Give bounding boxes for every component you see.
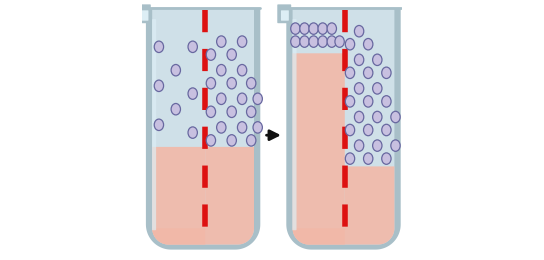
- Ellipse shape: [355, 83, 364, 94]
- Ellipse shape: [217, 122, 226, 133]
- Polygon shape: [286, 8, 401, 250]
- Ellipse shape: [345, 67, 355, 79]
- Polygon shape: [293, 8, 394, 245]
- FancyBboxPatch shape: [293, 19, 296, 230]
- Ellipse shape: [227, 49, 237, 60]
- FancyBboxPatch shape: [281, 10, 289, 21]
- FancyBboxPatch shape: [137, 4, 151, 23]
- Ellipse shape: [154, 80, 164, 92]
- Polygon shape: [293, 53, 345, 245]
- Ellipse shape: [246, 77, 256, 89]
- Ellipse shape: [171, 103, 181, 115]
- Ellipse shape: [188, 41, 197, 53]
- Ellipse shape: [246, 135, 256, 146]
- Polygon shape: [293, 53, 345, 245]
- Ellipse shape: [327, 23, 337, 34]
- FancyBboxPatch shape: [277, 4, 291, 23]
- Ellipse shape: [363, 38, 373, 50]
- Ellipse shape: [355, 25, 364, 37]
- Ellipse shape: [309, 23, 318, 34]
- Ellipse shape: [373, 140, 382, 151]
- Ellipse shape: [253, 93, 262, 105]
- Ellipse shape: [318, 36, 327, 47]
- Ellipse shape: [227, 77, 237, 89]
- Ellipse shape: [363, 153, 373, 164]
- Ellipse shape: [237, 122, 247, 133]
- Ellipse shape: [355, 140, 364, 151]
- Ellipse shape: [382, 153, 391, 164]
- Ellipse shape: [253, 122, 262, 133]
- Ellipse shape: [154, 119, 164, 131]
- Ellipse shape: [373, 54, 382, 66]
- Polygon shape: [152, 147, 254, 245]
- Ellipse shape: [206, 135, 215, 146]
- Ellipse shape: [246, 106, 256, 118]
- Ellipse shape: [335, 36, 344, 47]
- Ellipse shape: [154, 41, 164, 53]
- Polygon shape: [293, 166, 394, 245]
- Ellipse shape: [237, 93, 247, 105]
- Ellipse shape: [309, 36, 318, 47]
- Ellipse shape: [327, 36, 337, 47]
- Ellipse shape: [188, 88, 197, 99]
- Ellipse shape: [300, 36, 309, 47]
- Ellipse shape: [355, 54, 364, 66]
- Ellipse shape: [373, 83, 382, 94]
- Ellipse shape: [345, 153, 355, 164]
- Polygon shape: [152, 147, 254, 245]
- Ellipse shape: [217, 64, 226, 76]
- Ellipse shape: [217, 93, 226, 105]
- Ellipse shape: [391, 140, 400, 151]
- Ellipse shape: [345, 96, 355, 107]
- FancyBboxPatch shape: [140, 10, 149, 21]
- Ellipse shape: [318, 23, 327, 34]
- Polygon shape: [293, 166, 394, 245]
- Ellipse shape: [206, 106, 215, 118]
- Ellipse shape: [290, 36, 300, 47]
- Ellipse shape: [345, 124, 355, 136]
- Ellipse shape: [217, 36, 226, 47]
- Ellipse shape: [363, 67, 373, 79]
- Polygon shape: [293, 8, 394, 245]
- Ellipse shape: [382, 124, 391, 136]
- Polygon shape: [152, 147, 205, 245]
- Polygon shape: [152, 8, 254, 245]
- Ellipse shape: [171, 64, 181, 76]
- Ellipse shape: [290, 23, 300, 34]
- Ellipse shape: [355, 111, 364, 123]
- Ellipse shape: [300, 23, 309, 34]
- Ellipse shape: [188, 127, 197, 138]
- Ellipse shape: [363, 124, 373, 136]
- Ellipse shape: [237, 64, 247, 76]
- Ellipse shape: [206, 77, 215, 89]
- Ellipse shape: [373, 111, 382, 123]
- Ellipse shape: [237, 36, 247, 47]
- FancyBboxPatch shape: [152, 19, 156, 230]
- Polygon shape: [152, 147, 205, 245]
- Ellipse shape: [391, 111, 400, 123]
- Polygon shape: [146, 8, 260, 250]
- Ellipse shape: [382, 67, 391, 79]
- Ellipse shape: [363, 96, 373, 107]
- Ellipse shape: [227, 135, 237, 146]
- Ellipse shape: [227, 106, 237, 118]
- Ellipse shape: [345, 38, 355, 50]
- Polygon shape: [152, 8, 254, 245]
- Ellipse shape: [382, 96, 391, 107]
- Ellipse shape: [206, 49, 215, 60]
